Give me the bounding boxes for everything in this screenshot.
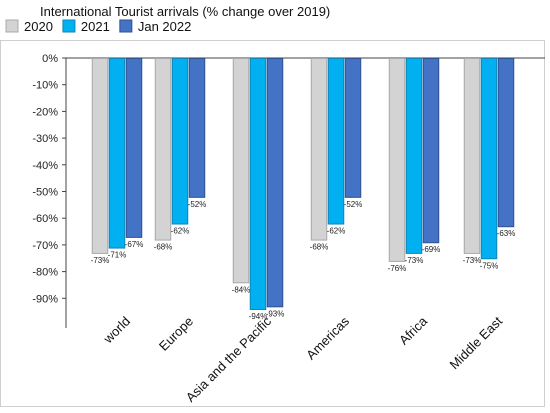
data-label-middle-east-2021: -75% bbox=[480, 261, 499, 270]
data-label-europe-jan-2022: -52% bbox=[188, 200, 207, 209]
bar-europe-2020 bbox=[154, 58, 172, 241]
bar-americas-2021 bbox=[327, 58, 345, 225]
bar-middle-east-jan-2022 bbox=[497, 58, 515, 228]
bar-asia-and-the-pacific-2021 bbox=[249, 58, 267, 310]
y-tick-label: -60% bbox=[32, 213, 58, 225]
bar-asia-and-the-pacific-2020 bbox=[232, 58, 250, 284]
data-label-world-2020: -73% bbox=[91, 256, 110, 265]
data-label-europe-2020: -68% bbox=[154, 243, 173, 252]
y-tick-label: -90% bbox=[32, 293, 58, 305]
y-tick-label: -70% bbox=[32, 240, 58, 252]
data-label-world-jan-2022: -67% bbox=[125, 240, 144, 249]
plot-frame bbox=[0, 40, 545, 407]
y-tick-label: -10% bbox=[32, 80, 58, 92]
bars bbox=[91, 58, 515, 310]
x-label-americas: Americas bbox=[303, 313, 352, 362]
bar-world-jan-2022 bbox=[125, 58, 143, 238]
data-label-asia-and-the-pacific-2021: -94% bbox=[249, 312, 268, 321]
legend-swatch-jan-2022 bbox=[119, 19, 133, 33]
data-label-middle-east-2020: -73% bbox=[463, 256, 482, 265]
data-label-africa-jan-2022: -69% bbox=[422, 245, 441, 254]
legend-swatch-2020 bbox=[5, 19, 19, 33]
legend: 2020 2021 Jan 2022 bbox=[5, 19, 192, 34]
legend-swatch-2021 bbox=[62, 19, 76, 33]
bar-middle-east-2021 bbox=[480, 58, 498, 260]
x-label-middle-east: Middle East bbox=[446, 313, 505, 372]
legend-label-2020: 2020 bbox=[24, 19, 53, 34]
bar-world-2020 bbox=[91, 58, 109, 254]
bar-europe-2021 bbox=[171, 58, 189, 225]
y-tick-label: -80% bbox=[32, 267, 58, 279]
data-label-africa-2020: -76% bbox=[388, 264, 407, 273]
y-tick-label: -20% bbox=[32, 106, 58, 118]
x-label-asia-and-the-pacific: Asia and the Pacific bbox=[183, 313, 275, 405]
y-tick-label: 0% bbox=[42, 53, 58, 65]
x-label-africa: Africa bbox=[396, 313, 431, 348]
y-axis: 0% -10% -20% -30% -40% -50% -60% -70% -80% -90% bbox=[32, 53, 545, 328]
bar-world-2021 bbox=[108, 58, 126, 249]
x-label-europe: Europe bbox=[156, 314, 196, 354]
x-label-world: world bbox=[100, 314, 133, 347]
data-label-americas-jan-2022: -52% bbox=[344, 200, 363, 209]
data-label-asia-and-the-pacific-2020: -84% bbox=[232, 285, 251, 294]
y-tick-label: -40% bbox=[32, 160, 58, 172]
data-label-middle-east-jan-2022: -63% bbox=[497, 229, 516, 238]
bar-europe-jan-2022 bbox=[188, 58, 206, 198]
bar-africa-jan-2022 bbox=[422, 58, 440, 244]
bar-middle-east-2020 bbox=[463, 58, 481, 254]
bar-americas-2020 bbox=[310, 58, 328, 241]
data-label-americas-2021: -62% bbox=[327, 227, 346, 236]
y-tick-label: -50% bbox=[32, 187, 58, 199]
bar-africa-2021 bbox=[405, 58, 423, 254]
data-label-world-2021: -71% bbox=[108, 251, 127, 260]
legend-label-2021: 2021 bbox=[81, 19, 110, 34]
data-label-asia-and-the-pacific-jan-2022: -93% bbox=[266, 309, 285, 318]
legend-label-jan-2022: Jan 2022 bbox=[138, 19, 192, 34]
data-label-europe-2021: -62% bbox=[171, 227, 190, 236]
y-tick-label: -30% bbox=[32, 133, 58, 145]
bar-africa-2020 bbox=[388, 58, 406, 262]
data-labels: -73%-71%-67% -68%-62%-52%-84%-94%-93%-68%… bbox=[91, 200, 516, 321]
bar-asia-and-the-pacific-jan-2022 bbox=[266, 58, 284, 308]
chart-title: International Tourist arrivals (% change… bbox=[40, 4, 330, 19]
data-label-africa-2021: -73% bbox=[405, 256, 424, 265]
data-label-americas-2020: -68% bbox=[310, 243, 329, 252]
bar-americas-jan-2022 bbox=[344, 58, 362, 198]
